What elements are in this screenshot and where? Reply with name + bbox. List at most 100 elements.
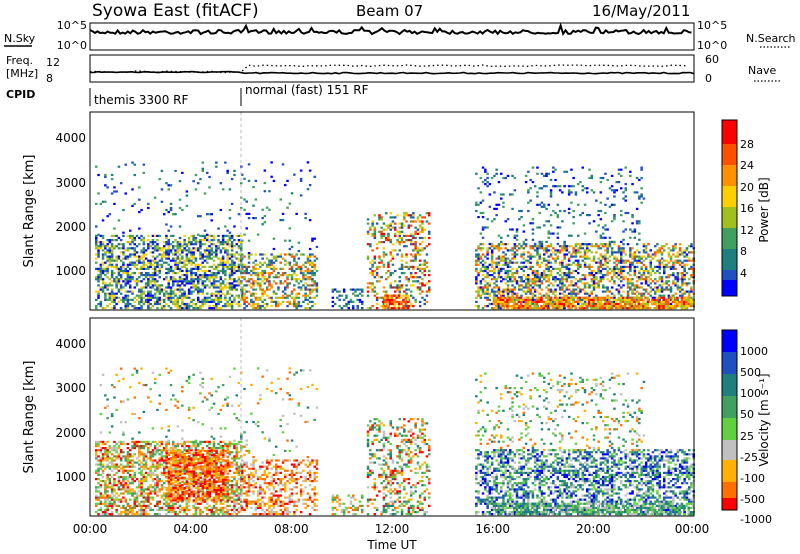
- echo-cell: [569, 302, 573, 306]
- echo-cell: [101, 257, 105, 260]
- echo-cell: [101, 459, 105, 462]
- echo-cell: [106, 305, 109, 308]
- echo-cell: [241, 276, 244, 279]
- echo-cell: [167, 229, 170, 232]
- power-y-tick-3000: 3000: [55, 176, 86, 190]
- echo-cell: [135, 259, 139, 262]
- echo-cell: [373, 290, 377, 293]
- echo-cell: [412, 236, 415, 240]
- echo-cell: [124, 267, 127, 270]
- echo-cell: [579, 255, 582, 258]
- echo-cell: [658, 305, 661, 308]
- echo-cell: [240, 282, 243, 285]
- echo-cell: [306, 255, 310, 258]
- echo-cell: [545, 185, 548, 188]
- echo-cell: [373, 230, 377, 233]
- echo-cell: [529, 288, 532, 291]
- echo-cell: [306, 259, 310, 262]
- echo-cell: [210, 257, 213, 260]
- echo-cell: [261, 253, 264, 256]
- echo-cell: [104, 480, 107, 483]
- echo-cell: [97, 233, 100, 236]
- echo-cell: [638, 259, 641, 262]
- echo-cell: [333, 288, 337, 291]
- echo-cell: [538, 280, 541, 283]
- echo-cell: [581, 305, 584, 308]
- echo-cell: [501, 300, 505, 303]
- echo-cell: [678, 249, 682, 252]
- echo-cell: [552, 247, 555, 250]
- echo-cell: [631, 284, 634, 287]
- echo-cell: [526, 300, 530, 303]
- echo-cell: [131, 236, 134, 240]
- echo-cell: [281, 282, 285, 285]
- echo-cell: [513, 255, 517, 258]
- echo-cell: [230, 241, 234, 244]
- echo-cell: [235, 294, 238, 297]
- echo-cell: [678, 300, 681, 303]
- echo-cell: [181, 300, 184, 303]
- echo-cell: [284, 292, 287, 295]
- echo-cell: [586, 251, 589, 254]
- echo-cell: [97, 192, 100, 195]
- echo-cell: [138, 302, 141, 306]
- echo-cell: [486, 176, 489, 180]
- echo-cell: [228, 263, 232, 266]
- echo-cell: [574, 245, 578, 248]
- echo-cell: [683, 263, 686, 266]
- echo-cell: [531, 269, 535, 273]
- echo-cell: [642, 269, 646, 273]
- echo-cell: [615, 307, 618, 310]
- echo-cell: [117, 282, 121, 285]
- echo-cell: [361, 288, 364, 291]
- echo-cell: [654, 286, 657, 289]
- echo-cell: [156, 255, 159, 258]
- echo-cell: [477, 263, 480, 266]
- echo-cell: [226, 251, 229, 254]
- echo-cell: [506, 257, 510, 260]
- echo-cell: [676, 286, 680, 289]
- echo-cell: [667, 307, 670, 310]
- echo-cell: [104, 459, 107, 462]
- echo-cell: [97, 440, 100, 443]
- echo-cell: [272, 255, 276, 258]
- echo-cell: [613, 203, 616, 206]
- echo-cell: [490, 261, 494, 264]
- echo-cell: [544, 296, 548, 299]
- echo-cell: [685, 255, 689, 258]
- echo-cell: [140, 288, 143, 291]
- echo-cell: [524, 245, 528, 248]
- echo-cell: [553, 300, 557, 303]
- echo-cell: [588, 286, 591, 289]
- echo-cell: [404, 300, 408, 303]
- echo-cell: [311, 265, 314, 268]
- echo-cell: [142, 171, 146, 174]
- echo-cell: [418, 226, 422, 229]
- echo-cell: [400, 259, 404, 262]
- echo-cell: [656, 265, 659, 268]
- echo-cell: [400, 230, 404, 233]
- echo-cell: [233, 263, 236, 266]
- echo-cell: [538, 263, 541, 266]
- echo-cell: [147, 239, 150, 242]
- echo-cell: [660, 251, 664, 254]
- echo-cell: [113, 280, 116, 283]
- echo-cell: [259, 288, 262, 291]
- echo-cell: [167, 263, 170, 266]
- echo-cell: [563, 284, 566, 287]
- echo-cell: [531, 222, 535, 225]
- echo-cell: [592, 276, 596, 279]
- echo-cell: [113, 500, 116, 503]
- echo-cell: [412, 212, 415, 215]
- echo-cell: [252, 294, 255, 297]
- echo-cell: [208, 245, 211, 248]
- echo-cell: [560, 298, 564, 301]
- echo-cell: [511, 274, 514, 277]
- echo-cell: [563, 255, 566, 258]
- echo-cell: [613, 243, 616, 246]
- echo-cell: [547, 261, 550, 264]
- echo-cell: [331, 288, 335, 291]
- echo-cell: [403, 216, 406, 219]
- echo-cell: [197, 296, 200, 299]
- echo-cell: [129, 276, 132, 279]
